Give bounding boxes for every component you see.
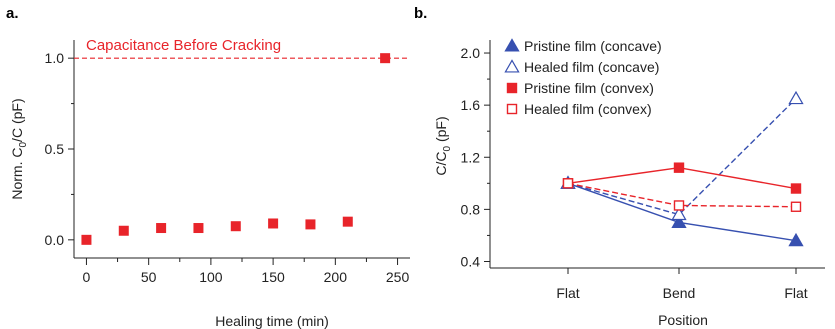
series-marker [504,38,520,52]
series-marker [673,200,685,211]
reference-line-label: Capacitance Before Cracking [86,37,281,54]
data-point [268,218,279,229]
y-tick-label: 0.4 [461,253,481,269]
series-marker [790,183,802,194]
panel-a-points [81,53,391,245]
data-point [193,223,204,234]
panel-b-x-axis-title: Position [658,312,708,328]
panel-a-x-ticks: 0 50 100 150 200 250 [83,258,410,285]
panel-a-y-title-suffix: /C (pF) [9,98,25,142]
legend-label: Healed film (convex) [524,101,652,117]
y-tick-label: 0.0 [45,232,65,248]
x-tick-label: 100 [199,269,223,285]
x-tick-label: 150 [261,269,285,285]
panel-b-y-title-prefix: C/C [433,152,449,176]
x-tick-label: Flat [556,285,579,301]
panel-a-y-title-prefix: Norm. C [9,148,25,200]
panel-a: a. 0.0 0.5 1.0 0 50 100 150 200 250 Capacitance… [6,5,410,329]
x-tick-label: Flat [784,285,807,301]
legend-label: Pristine film (convex) [524,80,654,96]
data-point [118,225,129,236]
series-line [567,98,797,216]
panel-b-y-title-subscript: 0 [442,146,453,152]
series-marker [671,214,687,228]
data-point [81,234,92,245]
legend-label: Healed film (concave) [524,59,659,75]
panel-a-x-axis-title: Healing time (min) [215,313,329,329]
data-point [230,221,241,232]
y-tick-label: 1.6 [461,97,481,113]
series-marker [506,103,518,115]
panel-a-y-ticks: 0.0 0.5 1.0 [45,50,74,248]
y-tick-label: 1.0 [45,50,65,66]
x-tick-label: 50 [141,269,157,285]
series-marker [506,82,518,94]
panel-b-axes [489,40,825,269]
series-marker [673,162,685,173]
data-point [342,216,353,227]
series-marker [671,206,687,221]
panel-b-series-markers [560,90,804,247]
series-marker [788,232,804,247]
x-tick-label: 200 [324,269,348,285]
panel-b-y-title-suffix: (pF) [433,116,449,146]
series-marker [562,178,574,189]
panel-a-y-axis-title: Norm. C0/C (pF) [9,98,29,199]
panel-b-y-ticks: 0.4 0.8 1.2 1.6 2.0 [461,45,490,269]
panel-b-legend: Pristine film (concave) Healed film (conc… [504,38,662,117]
data-point [380,53,391,64]
panel-a-axes [73,40,410,259]
panel-b-letter: b. [414,5,427,22]
y-tick-label: 1.2 [461,149,481,165]
panel-a-y-title-subscript: 0 [18,142,29,148]
series-marker [788,90,804,105]
x-tick-label: Bend [663,285,696,301]
panel-a-letter: a. [6,5,19,22]
x-tick-label: 250 [386,269,410,285]
y-tick-label: 0.5 [45,141,65,157]
y-tick-label: 0.8 [461,201,481,217]
data-point [305,219,316,230]
y-tick-label: 2.0 [461,45,481,61]
panel-b: b. 0.4 0.8 1.2 1.6 2.0 Flat Bend Flat Pristine… [414,5,825,328]
legend-label: Pristine film (concave) [524,38,662,54]
series-marker [504,59,520,73]
x-tick-label: 0 [83,269,91,285]
series-marker [790,201,802,212]
data-point [156,223,167,234]
panel-b-y-axis-title: C/C0 (pF) [433,116,453,175]
panel-b-x-ticks: Flat Bend Flat [556,268,808,301]
